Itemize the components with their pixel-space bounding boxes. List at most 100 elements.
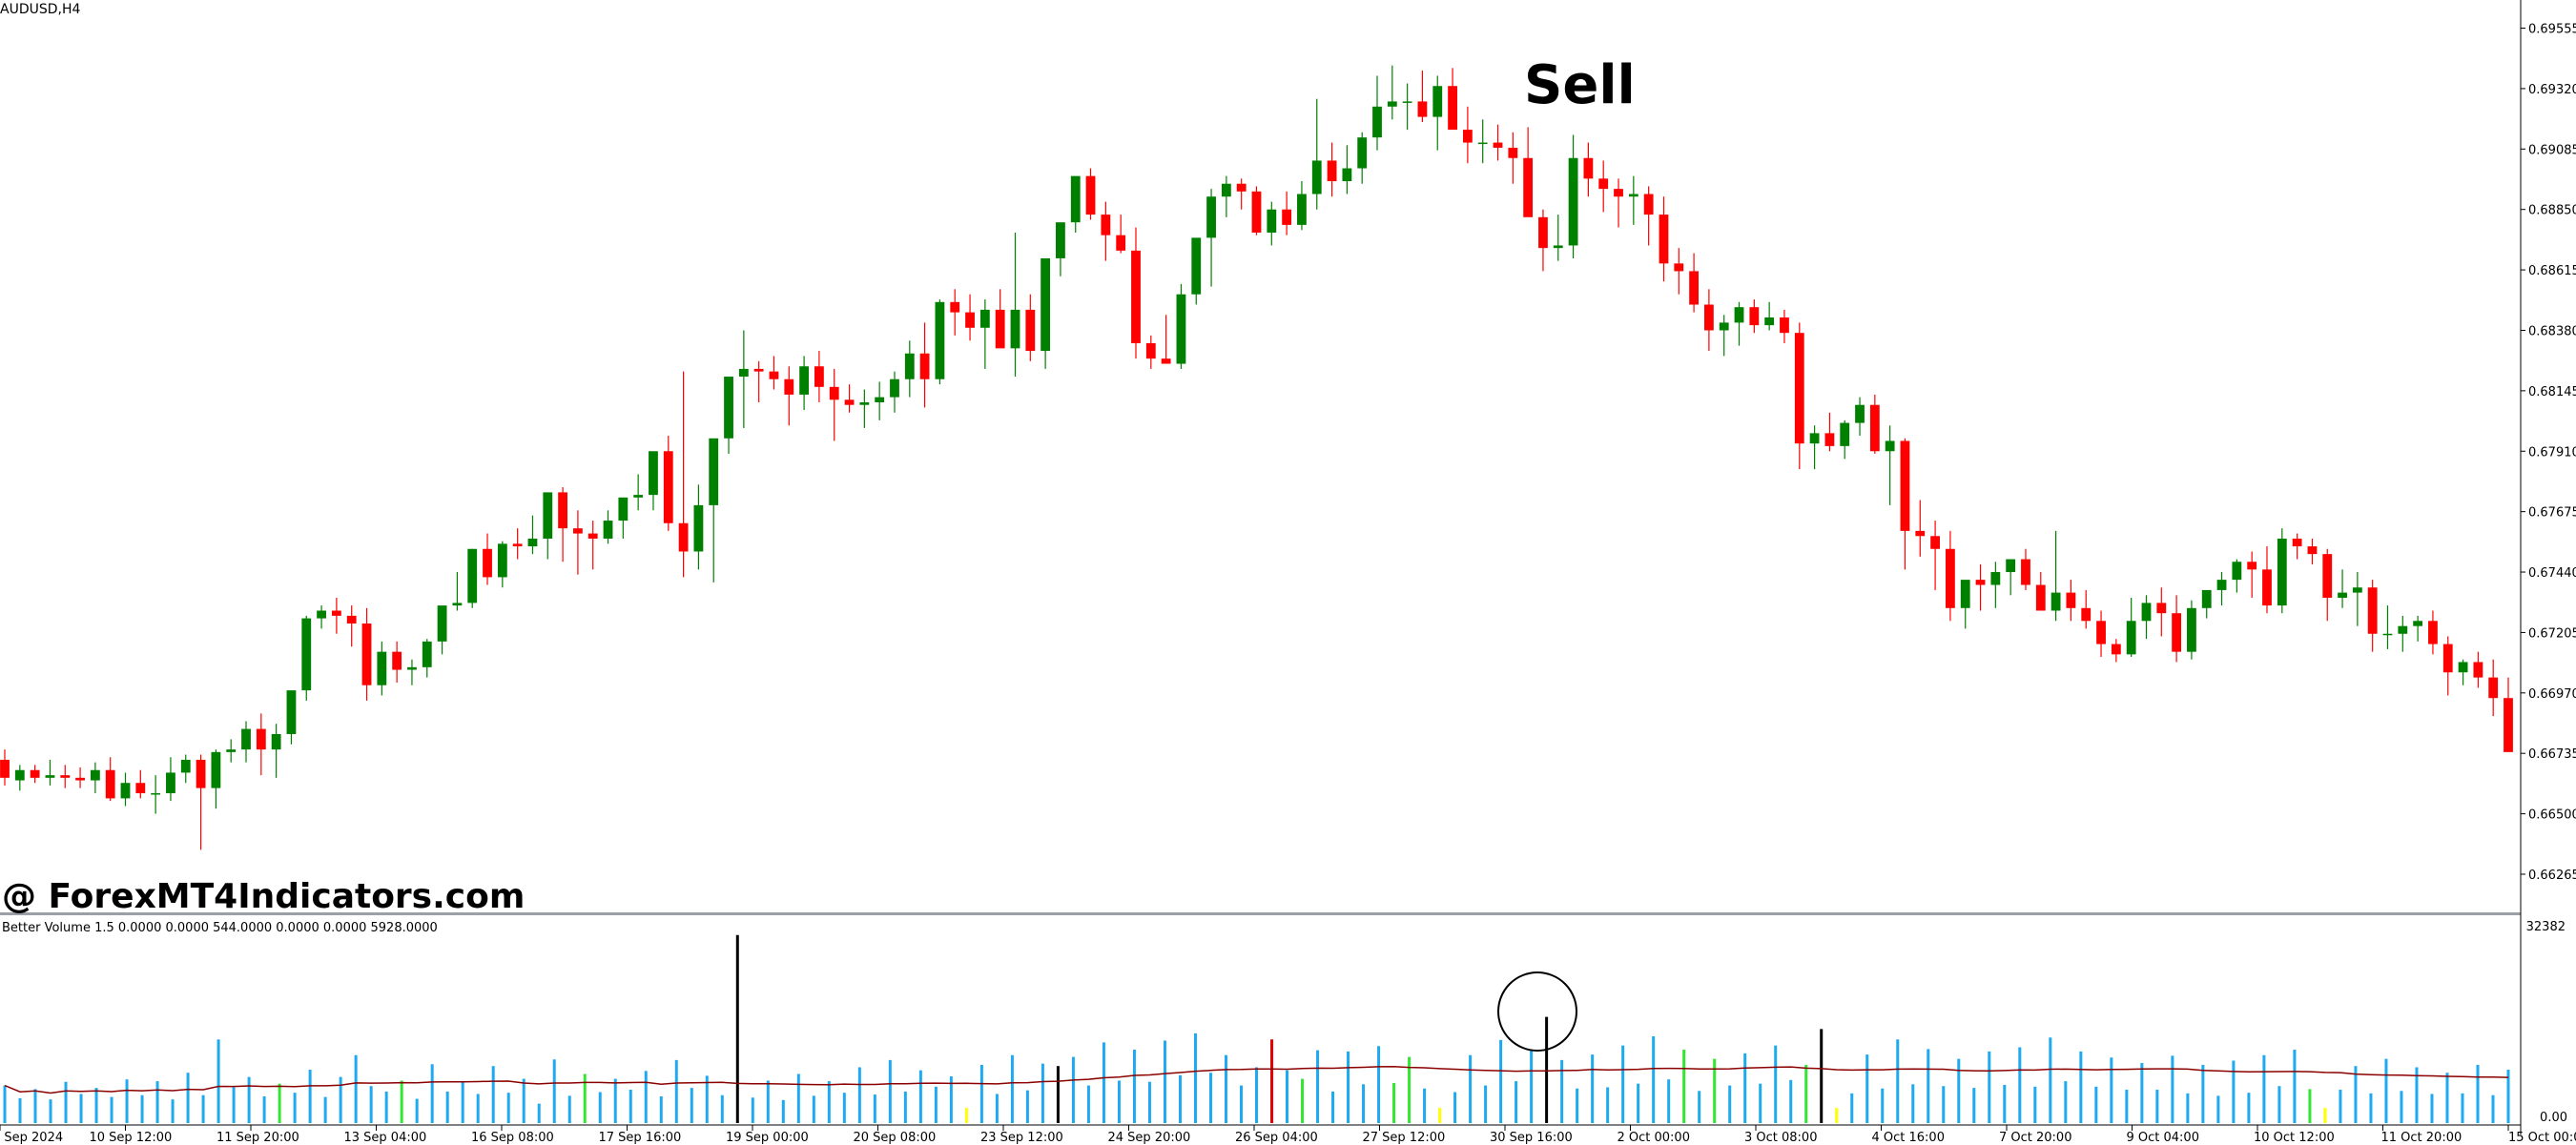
candle-body [226, 749, 237, 752]
candle-body [1689, 271, 1699, 305]
candle-body [286, 690, 297, 734]
candle [2352, 572, 2362, 626]
candle-body [135, 783, 146, 794]
candle [301, 615, 312, 701]
candle [497, 541, 507, 588]
candle-body [467, 548, 478, 603]
symbol-label: AUDUSD,H4 [0, 2, 80, 17]
candle-body [241, 728, 251, 750]
candle-body [1462, 130, 1473, 143]
candle [1493, 124, 1503, 161]
candle [135, 769, 146, 799]
candle-body [151, 793, 161, 795]
candle-body [2216, 580, 2227, 590]
candle-body [2066, 592, 2076, 608]
candle [1025, 294, 1036, 361]
climax-highlight-circle [1497, 971, 1577, 1052]
candle [1855, 397, 1865, 437]
candle [543, 492, 553, 560]
candle [1508, 132, 1518, 184]
candle-body [2428, 621, 2438, 644]
candle-body [2338, 592, 2347, 599]
time-tick-label: 17 Sep 16:00 [599, 1131, 682, 1145]
candle [1191, 237, 1202, 305]
candle-body [603, 521, 613, 539]
candle [890, 371, 899, 413]
candle [346, 605, 357, 647]
candle [1161, 315, 1171, 364]
candle-body [1583, 157, 1594, 179]
time-tick-label: 20 Sep 08:00 [854, 1131, 937, 1145]
candle-body [1145, 342, 1156, 359]
candle-body [1900, 440, 1910, 531]
candle-body [1809, 433, 1820, 444]
price-tick-label: 0.68850 [2528, 204, 2576, 218]
candle [75, 767, 85, 788]
candle [979, 299, 990, 369]
price-tick-label: 0.69320 [2528, 83, 2576, 97]
candle [1809, 425, 1820, 470]
candle-body [1794, 333, 1804, 444]
candle-body [211, 751, 221, 788]
candle-body [1885, 440, 1895, 452]
candle [1689, 253, 1699, 313]
time-tick-label: 15 Oct 00:00 [2508, 1131, 2576, 1145]
candle [1387, 65, 1397, 120]
candle [1946, 530, 1955, 622]
candle [452, 572, 463, 611]
candle-body [724, 377, 733, 439]
time-tick-label: 19 Sep 00:00 [726, 1131, 809, 1145]
candle [1780, 309, 1789, 343]
time-tick-label: 2 Oct 00:00 [1618, 1131, 1690, 1145]
candle [904, 340, 915, 398]
indicator-max-label: 32382 [2526, 920, 2566, 934]
candle-body [1070, 175, 1081, 223]
pane-separator[interactable] [0, 912, 2521, 915]
candle [392, 641, 402, 684]
candle [829, 368, 839, 441]
candle [2066, 580, 2076, 622]
candle-body [587, 533, 598, 539]
time-tick-label: 11 Sep 20:00 [216, 1131, 299, 1145]
candle-body [1191, 237, 1202, 295]
candle [1643, 186, 1654, 246]
candle [2172, 595, 2182, 663]
candle-body [120, 783, 131, 799]
candle-body [2277, 538, 2287, 606]
candle [2141, 595, 2152, 640]
candle-body [1553, 245, 1563, 249]
candle-body [1628, 194, 1638, 197]
candle-body [14, 769, 25, 781]
candle-body [166, 772, 175, 794]
candle-body [1869, 404, 1880, 452]
price-tick-label: 0.66265 [2528, 869, 2576, 883]
candle [527, 515, 538, 555]
time-tick-label: 27 Sep 12:00 [1363, 1131, 1446, 1145]
candle-body [1372, 106, 1382, 138]
candle [1402, 83, 1412, 131]
candle-body [1946, 548, 1955, 608]
candle [1477, 119, 1488, 164]
candle [935, 299, 945, 385]
candle-body [1402, 101, 1412, 103]
indicator-title: Better Volume 1.5 0.0000 0.0000 544.0000… [2, 921, 438, 935]
candle-body [1206, 196, 1216, 238]
candle-body [1990, 572, 2001, 585]
candle-body [1417, 101, 1428, 117]
candle-body [1659, 215, 1669, 264]
candle [678, 371, 689, 578]
candle [738, 330, 749, 428]
candle-body [2307, 546, 2318, 555]
candle [859, 389, 870, 428]
candle [784, 366, 794, 426]
candle [1221, 175, 1231, 217]
candle-body [1643, 194, 1654, 215]
candle [14, 765, 25, 791]
candle [2277, 528, 2287, 614]
candle [317, 605, 326, 629]
candle [618, 497, 629, 539]
candle [2111, 639, 2121, 663]
candle [2006, 559, 2016, 596]
